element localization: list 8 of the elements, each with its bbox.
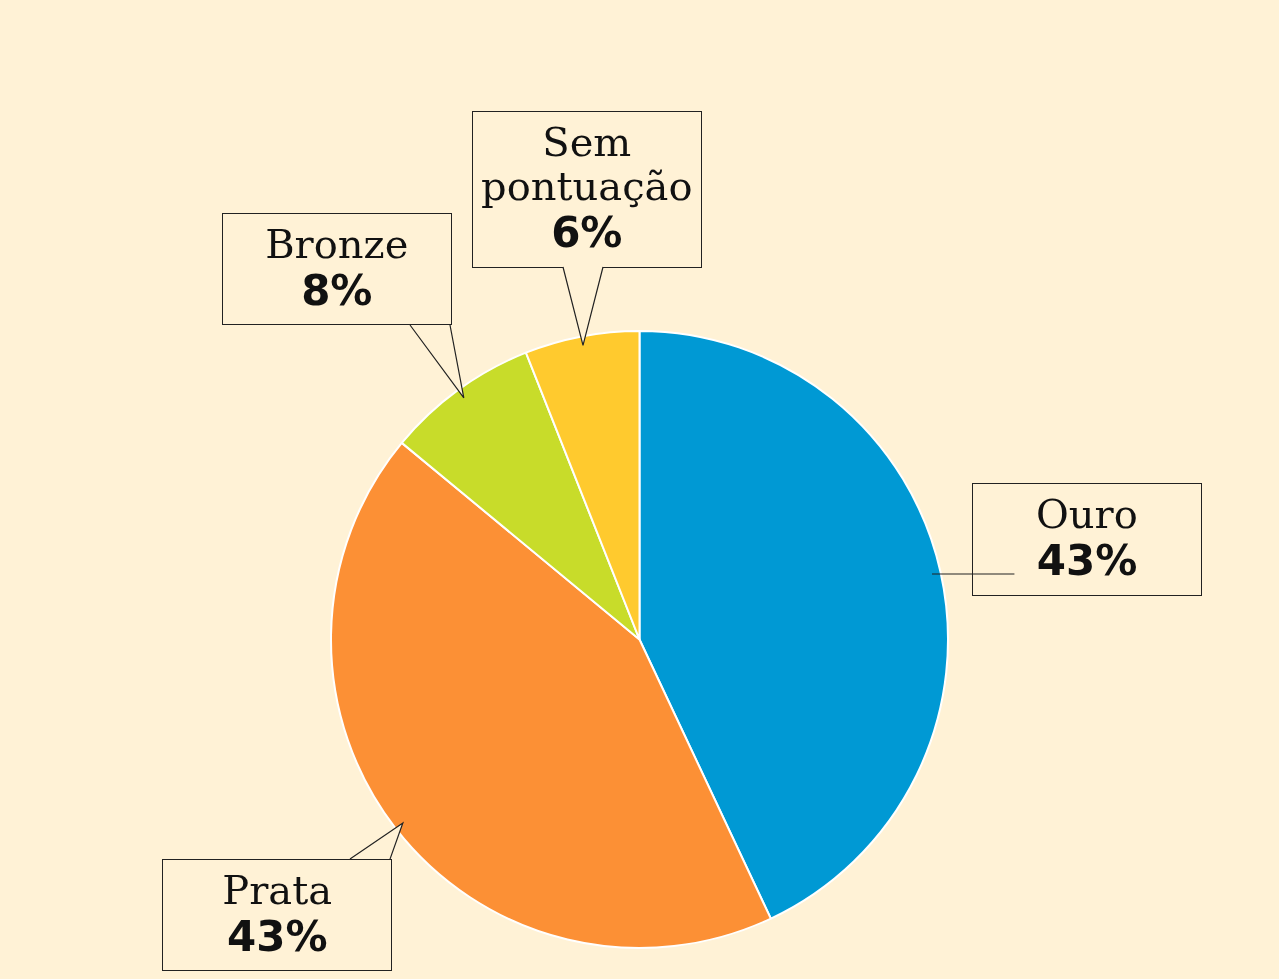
slice-label: Sem pontuação: [480, 119, 694, 210]
slice-label: Prata: [221, 867, 334, 913]
data-label: 43%: [225, 912, 329, 963]
data-label: 6%: [550, 208, 624, 259]
slice-label: Ouro: [1035, 491, 1139, 538]
data-label: 43%: [1035, 536, 1139, 587]
slice-label: Bronze: [264, 220, 410, 267]
data-label: 8%: [300, 265, 374, 316]
